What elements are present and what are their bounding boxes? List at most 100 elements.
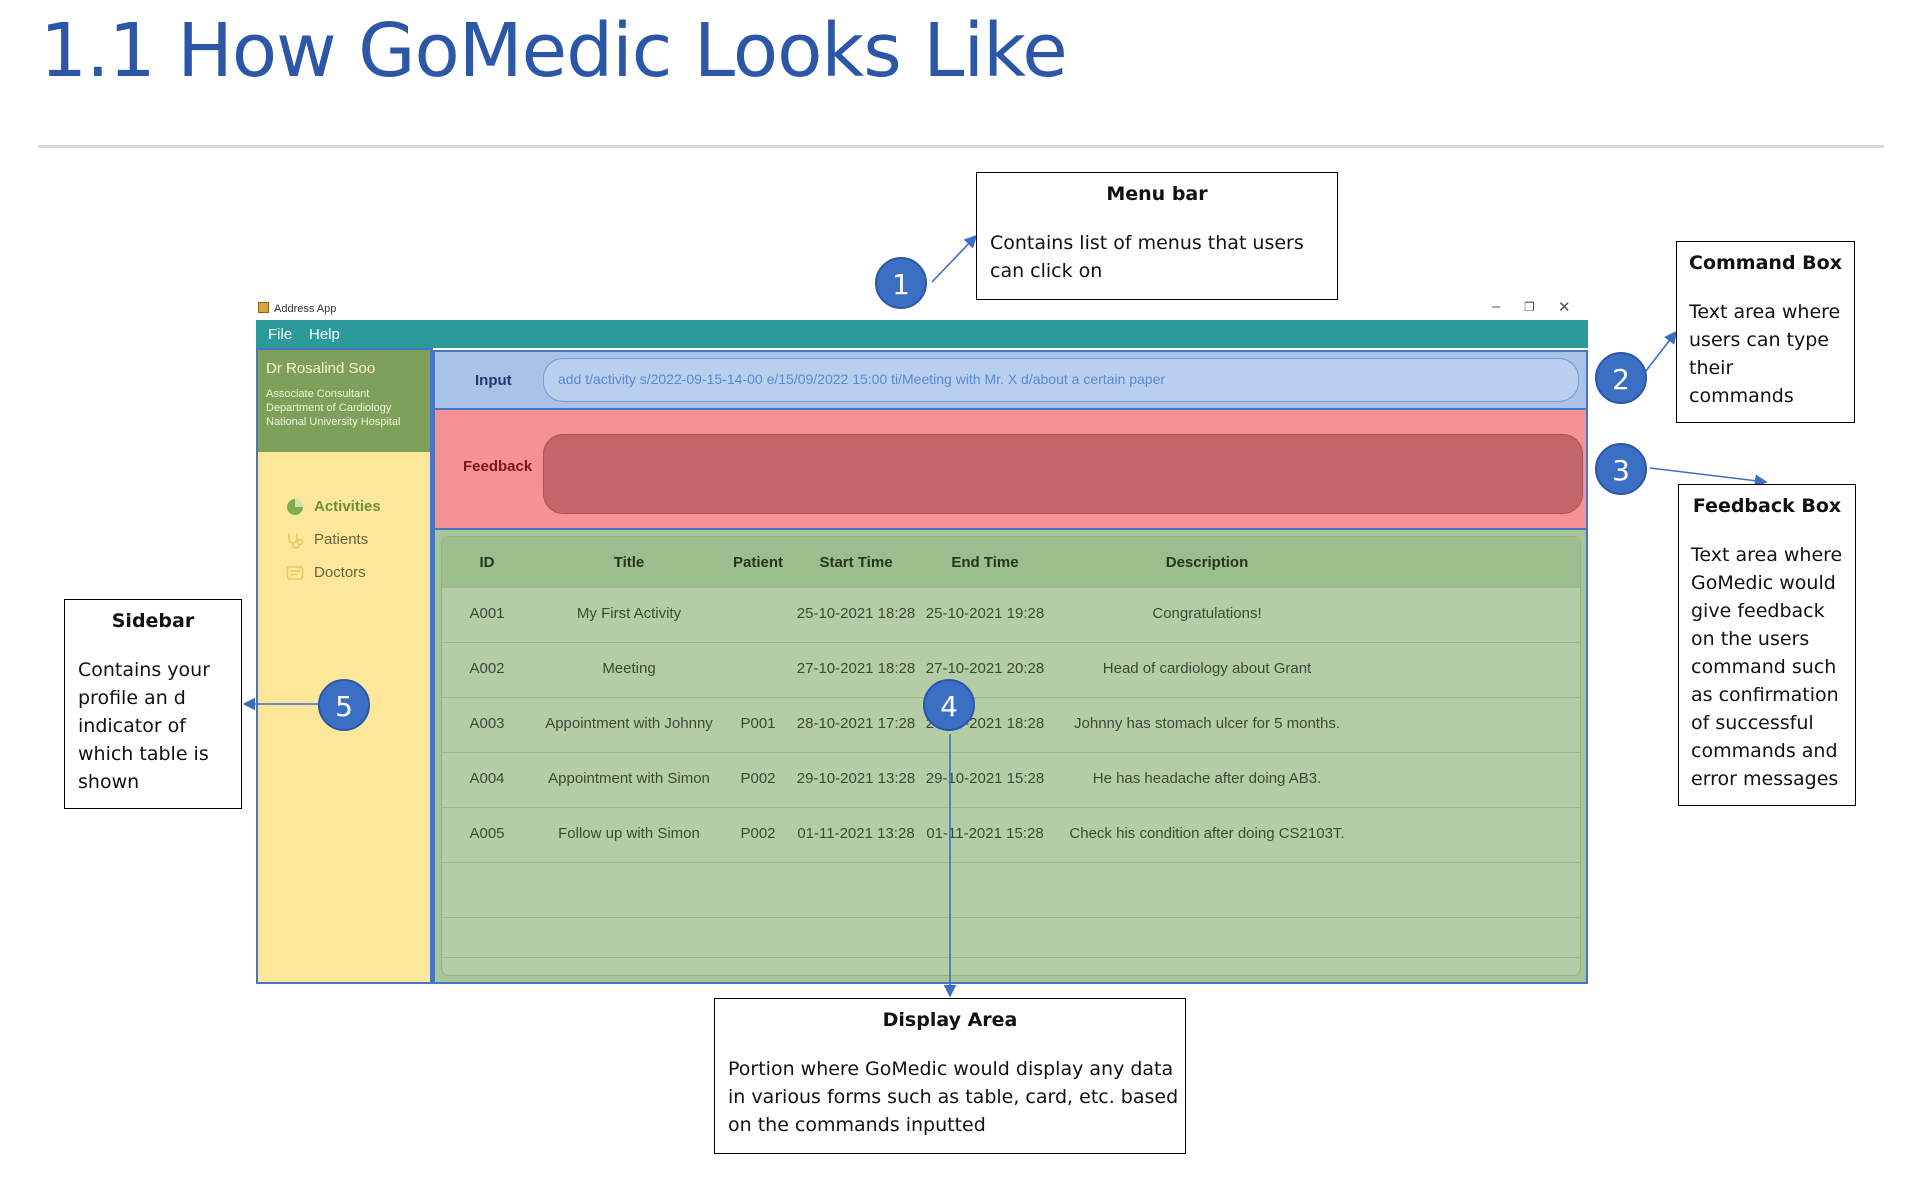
- table-row[interactable]: A002 Meeting 27-10-2021 18:28 27-10-2021…: [442, 642, 1580, 698]
- column-header-description[interactable]: Description: [1165, 554, 1249, 571]
- id-card-icon: [286, 566, 304, 580]
- callout-title: Feedback Box: [1692, 495, 1842, 517]
- table-header: ID Title Patient Start Time End Time Des…: [442, 537, 1580, 587]
- command-input[interactable]: add t/activity s/2022-09-15-14-00 e/15/0…: [543, 358, 1579, 402]
- callout-line: command such: [1691, 656, 1837, 678]
- cell-id: A001: [469, 605, 505, 622]
- cell-title: Appointment with Simon: [548, 770, 710, 787]
- sidebar-divider: [430, 348, 433, 984]
- app-icon: [258, 302, 269, 313]
- callout-badge-1: 1: [875, 257, 927, 309]
- cell-start-time: 25-10-2021 18:28: [796, 605, 916, 622]
- callout-badge-4: 4: [923, 679, 975, 731]
- display-area: ID Title Patient Start Time End Time Des…: [433, 530, 1588, 984]
- feedback-label: Feedback: [463, 458, 533, 475]
- sidebar-item-patients[interactable]: Patients: [286, 531, 368, 549]
- callout-line: can click on: [990, 260, 1103, 282]
- cell-title: Appointment with Johnny: [545, 715, 713, 732]
- maximize-button[interactable]: ❐: [1524, 300, 1535, 314]
- table-row[interactable]: A005 Follow up with Simon P002 01-11-202…: [442, 807, 1580, 863]
- table-row[interactable]: A003 Appointment with Johnny P001 28-10-…: [442, 697, 1580, 753]
- callout-line: on the commands inputted: [728, 1114, 986, 1136]
- callout-badge-2: 2: [1595, 352, 1647, 404]
- cell-description: Congratulations!: [1152, 605, 1262, 622]
- column-header-title[interactable]: Title: [613, 554, 645, 571]
- cell-title: Meeting: [602, 660, 656, 677]
- callout-line: profile an d: [78, 687, 186, 709]
- cell-start-time: 27-10-2021 18:28: [796, 660, 916, 677]
- profile-department: Department of Cardiology: [266, 402, 392, 414]
- cell-end-time: 27-10-2021 20:28: [925, 660, 1045, 677]
- cell-title: My First Activity: [576, 605, 682, 622]
- sidebar-item-label: Patients: [314, 531, 369, 548]
- cell-description: Johnny has stomach ulcer for 5 months.: [1074, 715, 1340, 732]
- callout-line: of successful: [1691, 712, 1814, 734]
- callout-line: Text area where: [1689, 301, 1841, 323]
- profile-title: Associate Consultant: [266, 388, 370, 400]
- connector-3: [1649, 467, 1768, 488]
- stethoscope-icon: [288, 533, 304, 549]
- cell-end-time: 29-10-2021 15:28: [925, 770, 1045, 787]
- cell-end-time: 01-11-2021 15:28: [926, 825, 1044, 842]
- table-row-empty: [442, 917, 1580, 958]
- cell-start-time: 29-10-2021 13:28: [796, 770, 916, 787]
- column-header-end-time[interactable]: End Time: [951, 554, 1019, 571]
- heading-rule: [38, 145, 1884, 148]
- callout-line: which table is: [78, 743, 209, 765]
- cell-title: Follow up with Simon: [558, 825, 700, 842]
- menu-file[interactable]: File: [268, 326, 293, 343]
- callout-menu-bar: Menu bar Contains list of menus that use…: [976, 172, 1338, 300]
- callout-line: Portion where GoMedic would display any …: [728, 1058, 1174, 1080]
- callout-sidebar: Sidebar Contains your profile an d indic…: [64, 599, 242, 809]
- command-input-text: add t/activity s/2022-09-15-14-00 e/15/0…: [558, 371, 1166, 387]
- cell-description: Head of cardiology about Grant: [1102, 660, 1312, 677]
- callout-body: Text area where GoMedic would give feedb…: [1691, 541, 1855, 793]
- table-row[interactable]: A004 Appointment with Simon P002 29-10-2…: [442, 752, 1580, 808]
- cell-patient: P001: [740, 715, 776, 732]
- callout-body: Contains your profile an d indicator of …: [78, 656, 241, 796]
- callout-line: their: [1689, 357, 1734, 379]
- app-window: Address App – ❐ ✕ File Help Dr Rosalind …: [256, 298, 1588, 984]
- sidebar-item-activities[interactable]: Activities: [286, 498, 381, 516]
- column-header-patient[interactable]: Patient: [732, 554, 784, 571]
- minimize-button[interactable]: –: [1492, 298, 1501, 315]
- callout-line: Text area where: [1691, 544, 1843, 566]
- feedback-box: Feedback: [433, 410, 1588, 530]
- callout-line: commands: [1689, 385, 1794, 407]
- column-header-start-time[interactable]: Start Time: [819, 554, 893, 571]
- callout-body: Portion where GoMedic would display any …: [728, 1055, 1185, 1139]
- input-label: Input: [475, 372, 512, 389]
- sidebar: Dr Rosalind Soo Associate Consultant Dep…: [256, 348, 430, 984]
- callout-command-box: Command Box Text area where users can ty…: [1676, 241, 1855, 423]
- profile-hospital: National University Hospital: [266, 416, 401, 428]
- callout-body: Contains list of menus that users can cl…: [990, 229, 1337, 285]
- page-heading: 1.1 How GoMedic Looks Like: [40, 8, 1068, 94]
- activities-table: ID Title Patient Start Time End Time Des…: [441, 536, 1581, 976]
- callout-line: Contains your: [78, 659, 211, 681]
- sidebar-item-doctors[interactable]: Doctors: [286, 564, 366, 582]
- cell-id: A002: [469, 660, 505, 677]
- cell-description: He has headache after doing AB3.: [1092, 770, 1322, 787]
- callout-line: give feedback: [1691, 600, 1825, 622]
- callout-line: in various forms such as table, card, et…: [728, 1086, 1179, 1108]
- menu-help[interactable]: Help: [309, 326, 340, 343]
- table-row[interactable]: A001 My First Activity 25-10-2021 18:28 …: [442, 587, 1580, 643]
- feedback-text-area[interactable]: [543, 434, 1583, 514]
- callout-title: Display Area: [882, 1009, 1018, 1031]
- callout-line: indicator of: [78, 715, 186, 737]
- cell-patient: P002: [740, 770, 776, 787]
- profile-name: Dr Rosalind Soo: [266, 360, 376, 377]
- pie-chart-icon: [287, 499, 303, 516]
- column-header-id[interactable]: ID: [479, 554, 495, 571]
- close-button[interactable]: ✕: [1558, 299, 1571, 316]
- callout-line: users can type: [1689, 329, 1829, 351]
- callout-line: on the users: [1691, 628, 1810, 650]
- callout-line: Contains list of menus that users: [990, 232, 1304, 254]
- callout-badge-3: 3: [1595, 443, 1647, 495]
- callout-feedback-box: Feedback Box Text area where GoMedic wou…: [1678, 484, 1856, 806]
- callout-display-area: Display Area Portion where GoMedic would…: [714, 998, 1186, 1154]
- callout-line: shown: [78, 771, 140, 793]
- cell-description: Check his condition after doing CS2103T.: [1069, 825, 1345, 842]
- cell-id: A005: [469, 825, 505, 842]
- window-titlebar: Address App – ❐ ✕: [256, 298, 1588, 320]
